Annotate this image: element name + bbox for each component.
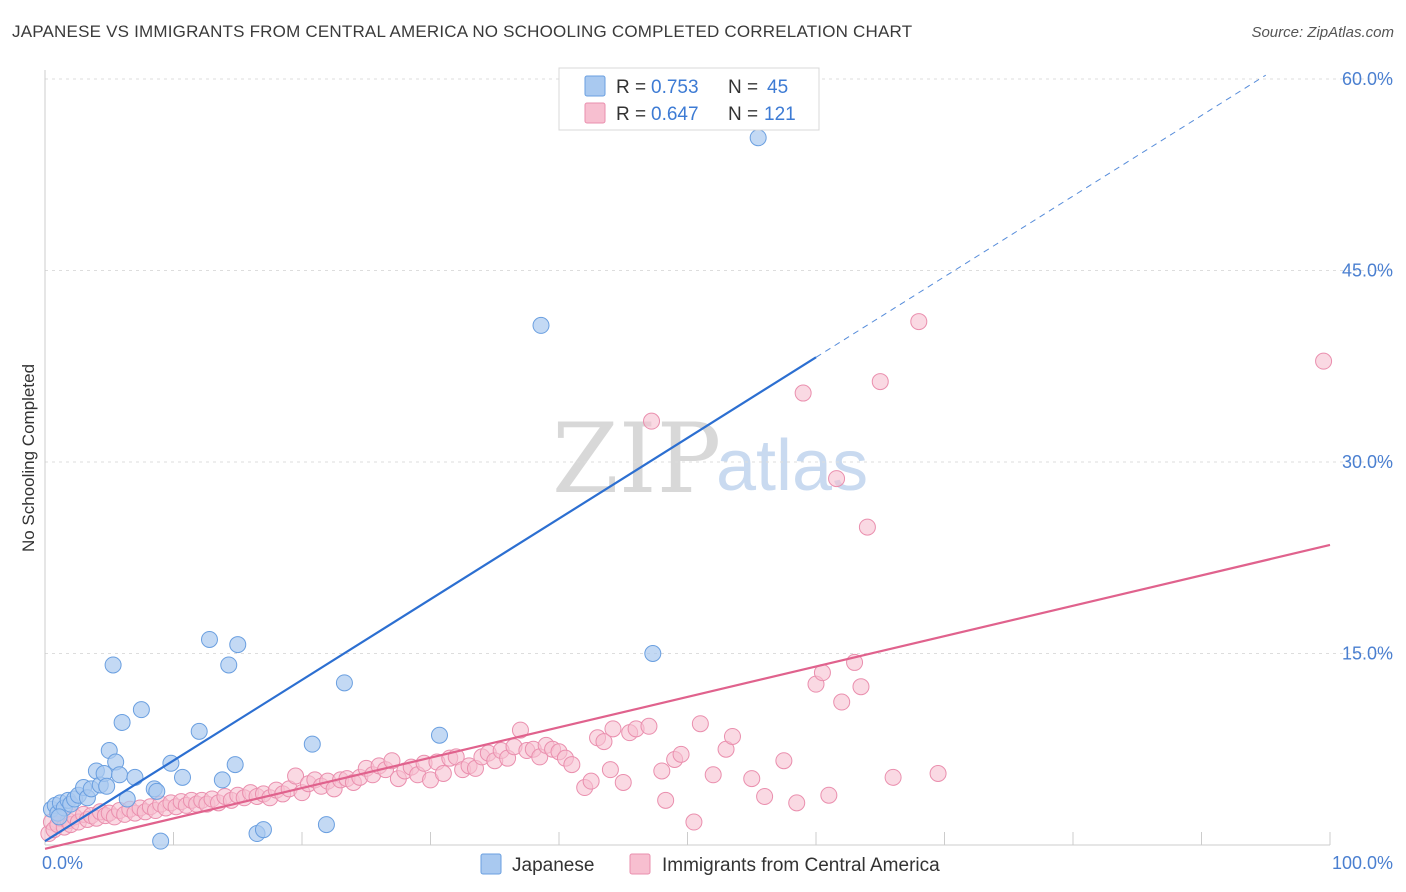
immigrants-point-103	[657, 791, 675, 809]
legend-immigrants-r-label: R =	[616, 104, 646, 125]
immigrants-point-111	[743, 770, 761, 788]
x-ticks	[173, 832, 1331, 845]
japanese-points	[42, 129, 767, 850]
immigrants-point-112	[756, 787, 774, 805]
immigrants-point-115	[794, 384, 812, 402]
immigrants-trendline	[44, 543, 1331, 850]
immigrants-point-118	[833, 693, 851, 711]
japanese-point-39	[335, 674, 353, 692]
watermark-zip: ZIP	[552, 403, 721, 515]
immigrants-point-94	[582, 772, 600, 790]
japanese-point-21	[118, 790, 136, 808]
immigrants-point-97	[601, 761, 619, 779]
immigrants-point-101	[640, 717, 658, 735]
japanese-point-37	[303, 735, 321, 753]
japanese-point-41	[532, 316, 550, 334]
immigrants-point-122	[858, 518, 876, 536]
bottom-legend-immigrants-swatch	[629, 853, 651, 875]
immigrants-point-107	[691, 715, 709, 733]
japanese-point-30	[200, 630, 218, 648]
bottom-legend-immigrants-label: Immigrants from Central America	[662, 855, 940, 876]
legend-immigrants-n-label: N =	[728, 104, 758, 125]
source-label: Source: ZipAtlas.com	[1251, 24, 1394, 41]
japanese-point-42	[644, 645, 662, 662]
watermark-atlas: atlas	[716, 426, 868, 506]
immigrants-point-117	[820, 786, 838, 804]
legend-immigrants-swatch	[584, 102, 606, 124]
immigrants-point-121	[852, 678, 870, 696]
y-tick-label-30: 30.0%	[1342, 452, 1393, 472]
immigrants-point-49	[287, 767, 305, 785]
immigrants-point-126	[929, 765, 947, 783]
japanese-point-26	[152, 832, 170, 850]
legend-japanese-swatch	[584, 75, 606, 97]
immigrants-point-124	[910, 313, 928, 331]
japanese-point-40	[430, 726, 448, 744]
japanese-point-33	[226, 756, 244, 774]
x-tick-label-min: 0.0%	[42, 853, 83, 873]
japanese-point-44	[50, 808, 68, 826]
immigrants-point-92	[563, 756, 581, 774]
immigrants-point-125	[884, 768, 902, 786]
y-tick-label-45: 45.0%	[1342, 261, 1393, 281]
japanese-point-20	[113, 713, 131, 731]
immigrants-point-106	[685, 813, 703, 831]
japanese-point-34	[229, 636, 247, 654]
x-tick-label-max: 100.0%	[1332, 853, 1393, 873]
japanese-trendline	[44, 356, 817, 843]
japanese-point-29	[190, 722, 208, 740]
legend-immigrants-r-value: 0.647	[651, 104, 699, 125]
japanese-point-43	[749, 129, 767, 147]
immigrants-point-119	[828, 470, 846, 488]
japanese-point-28	[173, 768, 191, 786]
gridlines	[45, 78, 1393, 654]
legend: R = 0.753 N = 45 R = 0.647 N = 121	[558, 67, 820, 131]
japanese-point-31	[213, 771, 231, 789]
immigrants-point-102	[653, 762, 671, 780]
legend-japanese-r-label: R =	[616, 77, 646, 98]
japanese-point-15	[98, 777, 116, 795]
immigrants-point-108	[704, 766, 722, 784]
legend-japanese-r-value: 0.753	[651, 77, 699, 98]
japanese-point-22	[126, 768, 144, 786]
y-axis-label: No Schooling Completed	[19, 364, 38, 552]
japanese-point-23	[132, 701, 150, 719]
immigrants-point-105	[672, 745, 690, 763]
japanese-point-19	[111, 766, 129, 784]
japanese-trendline-extension	[815, 74, 1267, 358]
chart-title: JAPANESE VS IMMIGRANTS FROM CENTRAL AMER…	[12, 22, 913, 41]
bottom-legend-japanese-swatch	[480, 853, 502, 875]
immigrants-point-123	[871, 373, 889, 391]
immigrants-point-96	[595, 733, 613, 751]
y-tick-label-60: 60.0%	[1342, 69, 1393, 89]
immigrants-point-127	[643, 412, 661, 430]
legend-japanese-n-value: 45	[767, 77, 788, 98]
immigrants-point-84	[511, 721, 529, 739]
immigrants-point-72	[434, 765, 452, 783]
watermark: ZIP atlas	[552, 403, 868, 515]
japanese-point-38	[317, 816, 335, 834]
japanese-point-25	[148, 782, 166, 800]
trendlines	[44, 74, 1331, 850]
japanese-point-32	[220, 656, 238, 674]
y-tick-label-15: 15.0%	[1342, 644, 1393, 664]
legend-japanese-n-label: N =	[728, 77, 758, 98]
bottom-legend-japanese-label: Japanese	[512, 855, 594, 876]
immigrants-point-110	[723, 727, 741, 745]
y-tick-labels: 15.0% 30.0% 45.0% 60.0%	[1342, 69, 1393, 664]
bottom-legend: Japanese Immigrants from Central America	[480, 853, 940, 876]
immigrants-point-113	[775, 752, 793, 770]
immigrants-point-128	[1315, 352, 1333, 370]
japanese-point-36	[254, 821, 272, 839]
immigrants-point-98	[614, 773, 632, 791]
immigrants-point-114	[788, 794, 806, 812]
legend-immigrants-n-value: 121	[764, 104, 796, 125]
immigrants-point-130	[604, 720, 622, 738]
japanese-point-17	[104, 656, 122, 674]
